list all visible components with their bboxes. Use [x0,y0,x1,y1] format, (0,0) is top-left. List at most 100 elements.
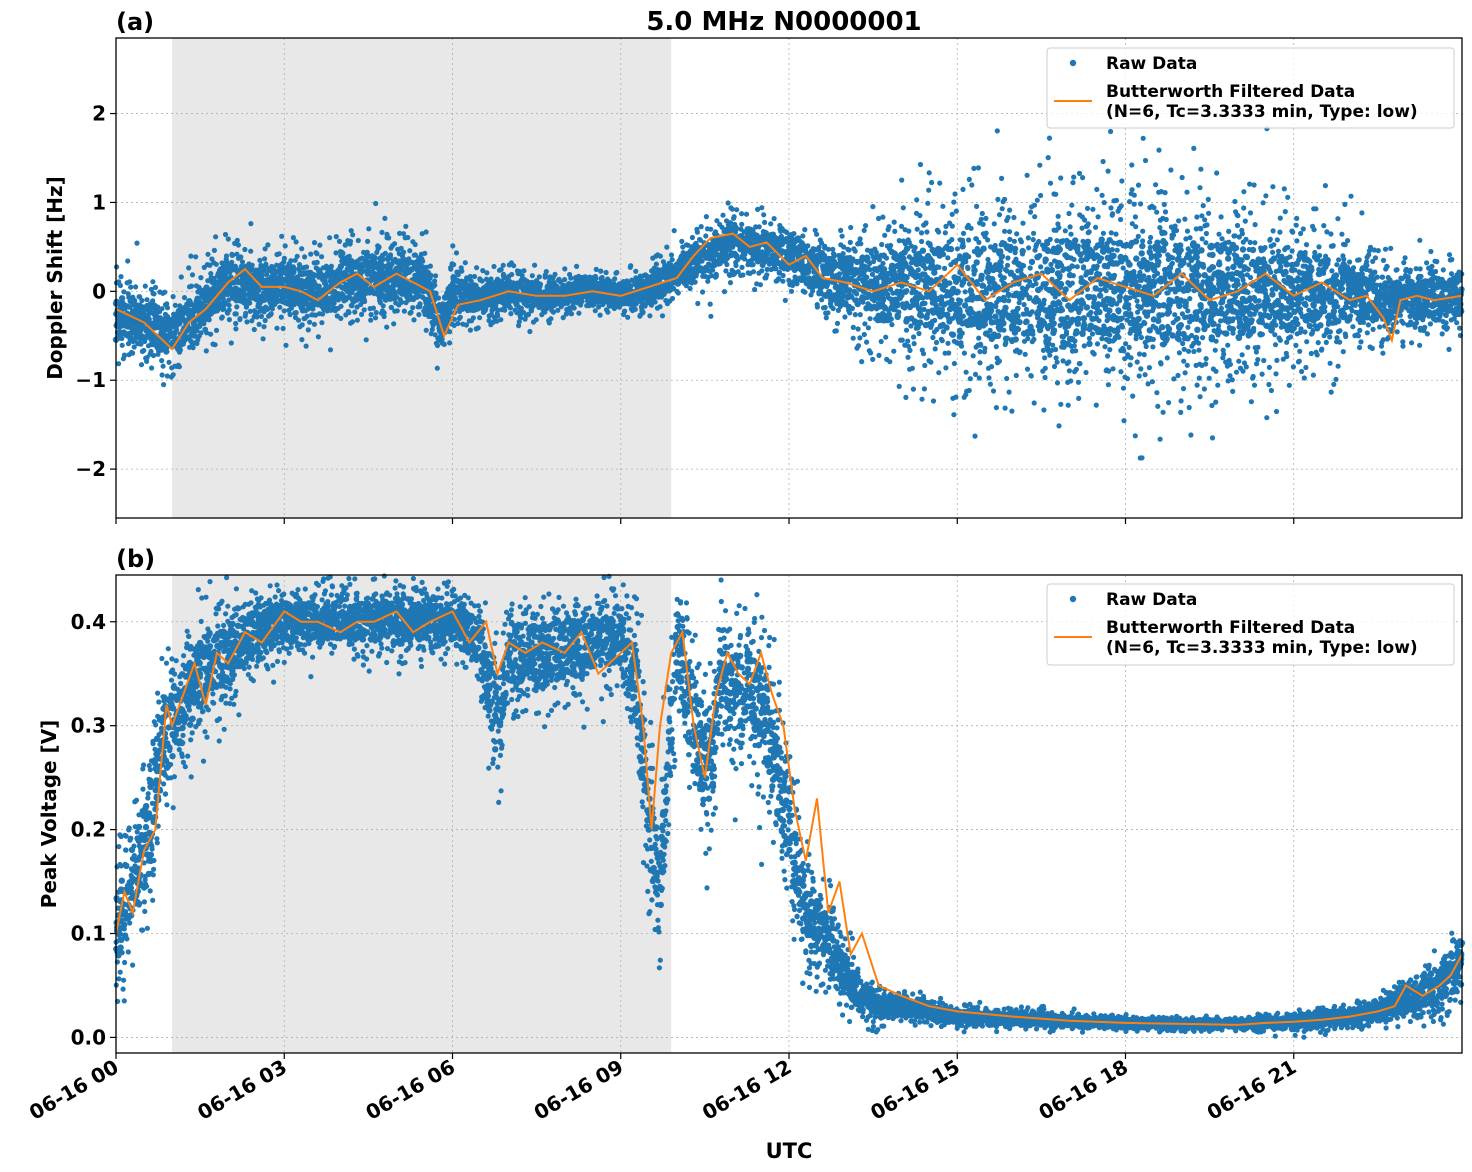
raw-data-point [1219,236,1225,242]
raw-data-point [394,308,400,314]
raw-data-point [1184,189,1190,195]
raw-data-point [965,265,971,271]
raw-data-point [921,386,928,392]
raw-data-point [1203,361,1209,367]
raw-data-point [290,235,296,241]
raw-data-point [205,251,211,257]
raw-data-point [771,216,777,222]
raw-data-point [1337,339,1343,345]
raw-data-point [999,206,1005,212]
raw-data-point [1288,334,1294,340]
raw-data-point [896,383,902,389]
raw-data-point [1310,372,1316,378]
raw-data-point [1182,216,1188,222]
raw-data-point [134,240,140,246]
raw-data-point [213,234,219,240]
raw-data-point [675,290,681,296]
raw-data-point [932,317,938,323]
raw-data-point [1069,280,1075,286]
raw-data-point [1379,274,1386,280]
raw-data-point [1380,257,1387,263]
raw-data-point [1302,329,1308,335]
raw-data-point [632,306,638,312]
raw-data-point [122,352,128,358]
raw-data-point [597,312,603,318]
raw-data-point [533,317,539,323]
raw-data-point [993,344,999,350]
raw-data-point [1303,242,1310,248]
raw-data-point [1105,382,1111,388]
raw-data-point [164,305,171,311]
raw-data-point [794,281,800,287]
raw-data-point [1329,268,1335,274]
raw-data-point [243,310,249,316]
raw-data-point [978,342,984,348]
raw-data-point [905,338,911,344]
raw-data-point [170,372,176,378]
raw-data-point [1233,369,1240,375]
raw-data-point [1212,347,1218,353]
raw-data-point [1007,207,1013,213]
raw-data-point [1148,234,1154,241]
raw-data-point [1264,415,1270,421]
raw-data-point [536,274,542,280]
raw-data-point [1300,226,1306,232]
raw-data-point [213,327,220,333]
raw-data-point [144,297,150,303]
raw-data-point [162,289,168,295]
raw-data-point [628,263,634,269]
raw-data-point [1025,235,1031,241]
raw-data-point [1225,342,1231,348]
raw-data-point [830,305,836,312]
raw-data-point [1074,264,1080,270]
raw-data-point [664,244,670,250]
raw-data-point [1140,135,1146,141]
raw-data-point [233,320,239,327]
raw-data-point [548,316,554,322]
raw-data-point [434,365,440,371]
raw-data-point [552,271,558,277]
raw-data-point [381,310,387,316]
raw-data-point [1184,228,1191,234]
raw-data-point [1401,260,1407,266]
raw-data-point [1069,202,1075,208]
raw-data-point [1336,257,1342,263]
raw-data-point [1365,322,1371,328]
raw-data-point [164,301,170,307]
raw-data-point [172,302,178,308]
raw-data-point [1041,407,1047,413]
raw-data-point [1046,135,1053,141]
raw-data-point [1316,244,1322,250]
raw-data-point [1282,209,1288,215]
raw-data-point [384,324,390,330]
raw-data-point [563,311,569,317]
raw-data-point [917,161,924,168]
raw-data-point [1251,382,1258,388]
raw-data-point [1034,197,1040,203]
raw-data-point [942,230,948,236]
raw-data-point [761,212,767,218]
raw-data-point [1221,351,1227,357]
raw-data-point [1096,318,1102,324]
raw-data-point [359,311,365,317]
raw-data-point [1153,182,1159,188]
raw-data-point [1068,231,1074,237]
raw-data-point [903,394,909,400]
raw-data-point [352,309,358,315]
raw-data-point [932,346,938,352]
raw-data-point [922,300,928,306]
raw-data-point [1240,368,1246,374]
raw-data-point [1081,264,1087,270]
raw-data-point [733,262,739,269]
raw-data-point [1375,248,1381,254]
raw-data-point [951,199,957,205]
raw-data-point [509,271,515,278]
raw-data-point [695,300,701,307]
raw-data-point [1037,162,1043,168]
raw-data-point [1268,269,1274,275]
raw-data-point [879,241,885,248]
raw-data-point [1031,336,1037,342]
raw-data-point [1400,343,1406,349]
raw-data-point [178,274,184,280]
raw-data-point [1331,381,1337,387]
